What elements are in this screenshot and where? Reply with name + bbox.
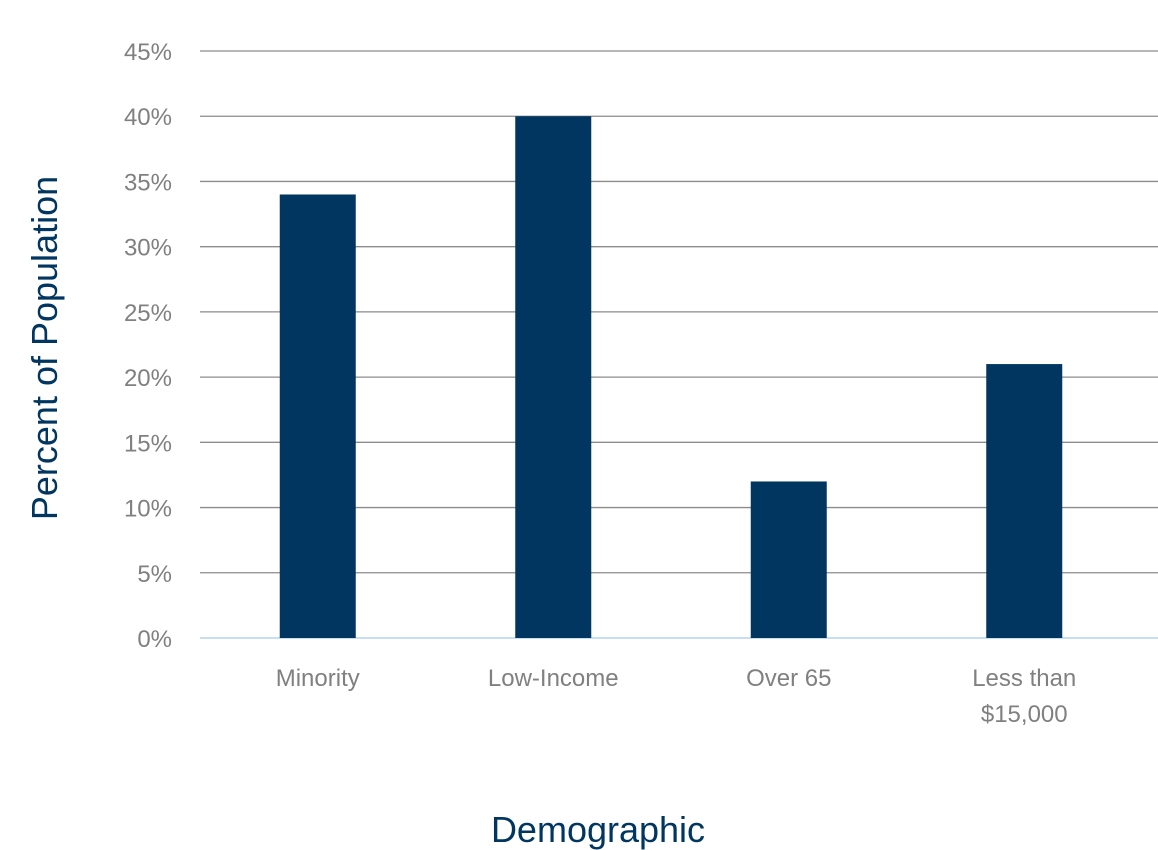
y-tick-label: 45%: [124, 39, 172, 66]
x-axis-title: Demographic: [491, 809, 705, 850]
y-tick-label: 30%: [124, 235, 172, 262]
x-tick-label: Minority: [276, 665, 360, 692]
x-tick-label: Less than $15,000: [972, 665, 1076, 728]
y-axis-tick-labels: 0% 5% 10% 15% 20% 25% 30% 35% 40% 45%: [124, 39, 172, 653]
y-tick-label: 0%: [137, 626, 172, 653]
y-tick-label: 5%: [137, 561, 172, 588]
x-axis-tick-labels: Minority Low-Income Over 65 Less than $15,00…: [276, 665, 1077, 728]
y-tick-label: 20%: [124, 365, 172, 392]
bars: [279, 116, 1063, 638]
x-tick-label: Low-Income: [488, 665, 619, 692]
x-tick-label: Over 65: [746, 665, 831, 692]
y-tick-label: 10%: [124, 496, 172, 523]
bar: [279, 194, 356, 638]
y-tick-label: 15%: [124, 430, 172, 457]
y-tick-label: 35%: [124, 169, 172, 196]
bar: [750, 481, 827, 638]
bar: [986, 364, 1063, 638]
y-axis-title: Percent of Population: [24, 176, 65, 520]
y-tick-label: 25%: [124, 300, 172, 327]
bar: [515, 116, 592, 638]
y-tick-label: 40%: [124, 104, 172, 131]
